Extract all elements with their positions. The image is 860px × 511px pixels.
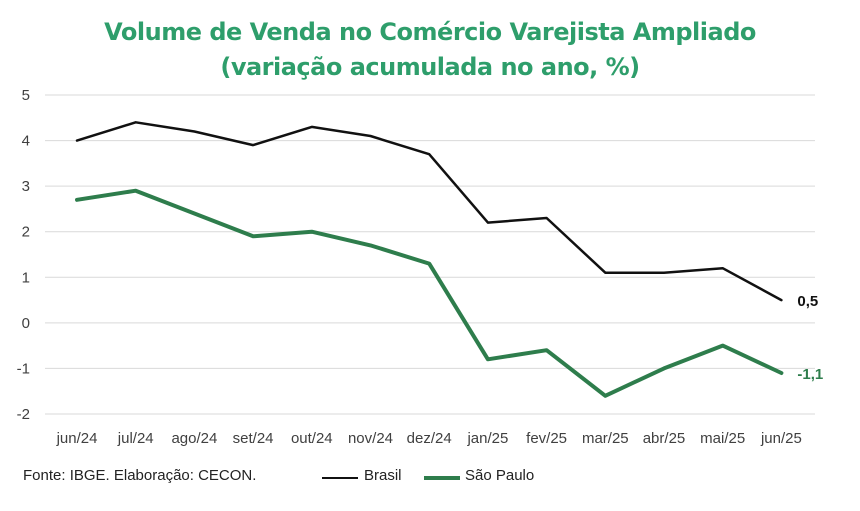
data-label-sao-paulo: -1,1 <box>797 366 823 383</box>
series-line-sao-paulo <box>75 188 784 398</box>
x-tick-label: ago/24 <box>171 430 217 447</box>
x-tick-label: abr/25 <box>643 430 686 447</box>
legend-swatch-sao-paulo <box>424 476 460 480</box>
y-tick-label: 2 <box>22 224 30 241</box>
x-tick-label: dez/24 <box>407 430 452 447</box>
x-tick-label: jun/24 <box>56 430 98 447</box>
x-tick-label: out/24 <box>291 430 333 447</box>
x-tick-label: jan/25 <box>466 430 508 447</box>
y-tick-label: 4 <box>22 133 30 150</box>
y-tick-label: 3 <box>22 178 30 195</box>
chart-title: Volume de Venda no Comércio Varejista Am… <box>104 18 756 46</box>
x-tick-label: mai/25 <box>700 430 745 447</box>
chart-subtitle: (variação acumulada no ano, %) <box>220 53 640 81</box>
x-tick-label: mar/25 <box>582 430 629 447</box>
x-tick-label: jun/25 <box>760 430 802 447</box>
y-tick-label: 1 <box>22 269 30 286</box>
legend-label-sao-paulo: São Paulo <box>465 467 535 484</box>
x-tick-label: fev/25 <box>526 430 567 447</box>
legend-swatch-brasil <box>322 477 358 479</box>
data-label-brasil: 0,5 <box>797 293 818 310</box>
x-tick-label: nov/24 <box>348 430 393 447</box>
y-tick-label: -2 <box>17 406 30 423</box>
source-note: Fonte: IBGE. Elaboração: CECON. <box>23 467 257 484</box>
x-tick-label: set/24 <box>233 430 274 447</box>
series-line-brasil <box>75 121 783 302</box>
y-tick-label: -1 <box>17 360 30 377</box>
y-tick-label: 0 <box>22 315 30 332</box>
legend-label-brasil: Brasil <box>364 467 402 484</box>
y-tick-label: 5 <box>22 87 30 104</box>
x-tick-label: jul/24 <box>117 430 154 447</box>
